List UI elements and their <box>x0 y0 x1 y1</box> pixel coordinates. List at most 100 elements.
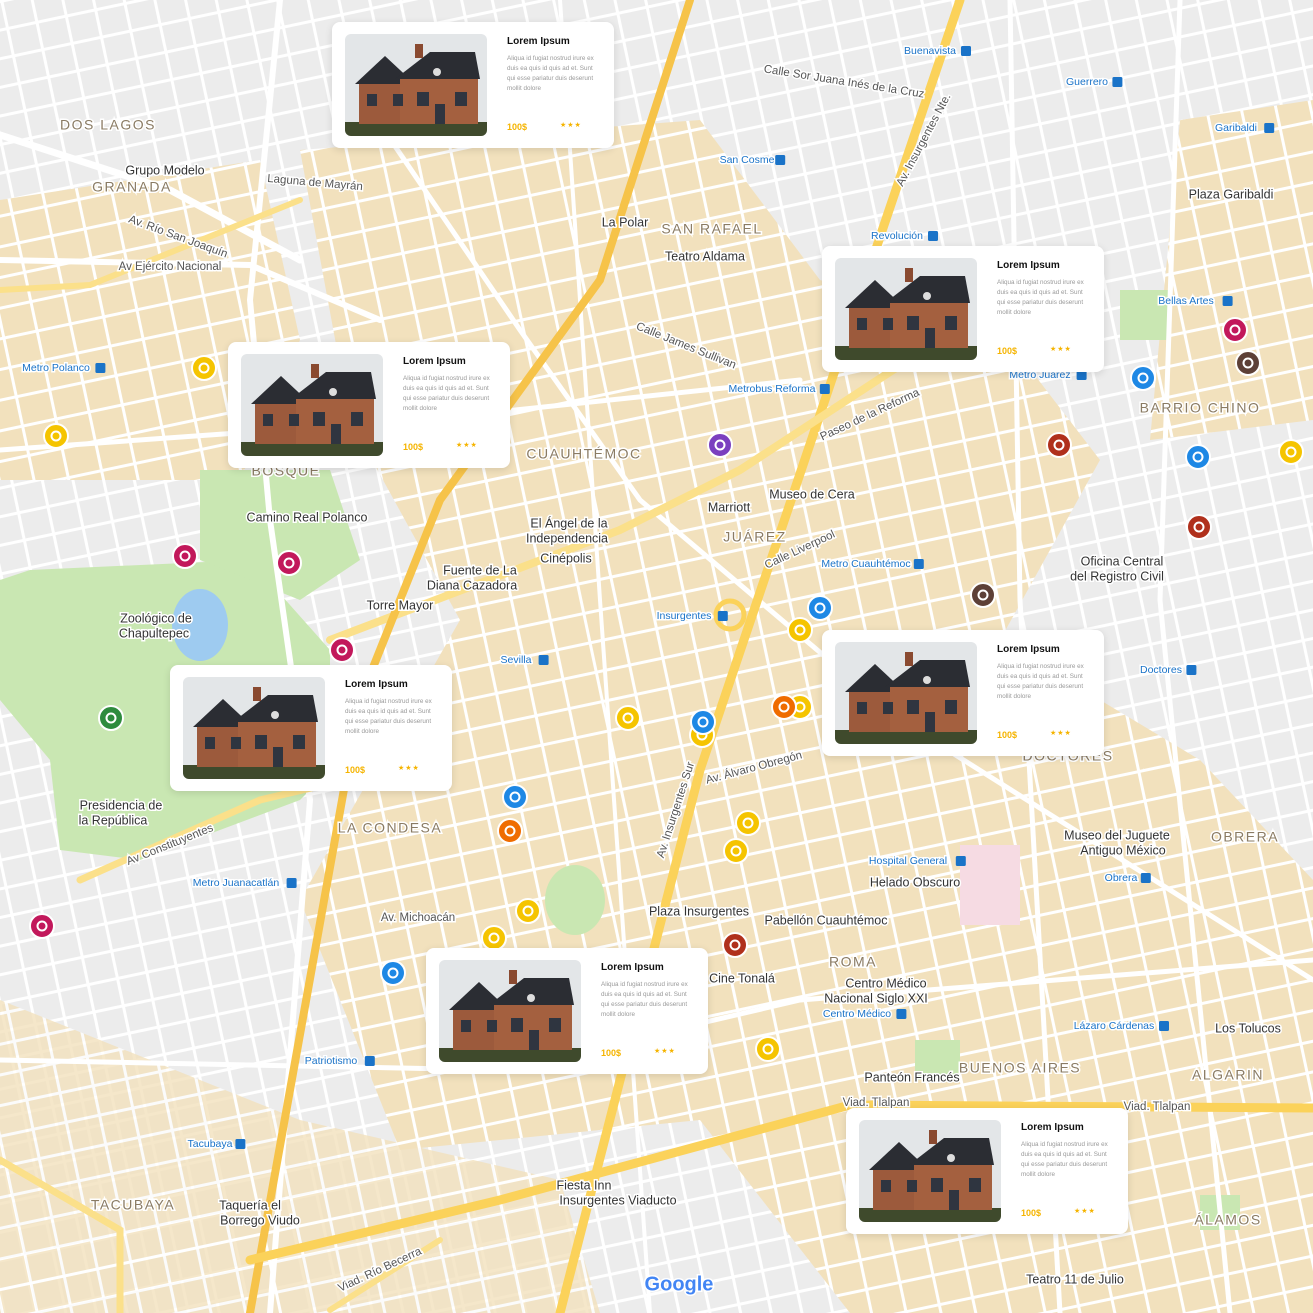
listing-card[interactable]: Lorem Ipsum Aliqua id fugiat nostrud irur… <box>822 246 1104 372</box>
poi-marker <box>707 432 733 458</box>
poi-marker <box>1222 317 1248 343</box>
poi-icon <box>504 825 516 837</box>
poi-marker <box>1186 514 1212 540</box>
listing-card[interactable]: Lorem Ipsum Aliqua id fugiat nostrud irur… <box>822 630 1104 756</box>
metro-icon <box>819 384 830 394</box>
card-image <box>241 354 383 456</box>
listing-card[interactable]: Lorem Ipsum Aliqua id fugiat nostrud irur… <box>426 948 708 1074</box>
street-label: Av. Michoacán <box>381 912 455 924</box>
listing-card[interactable]: Lorem Ipsum Aliqua id fugiat nostrud irur… <box>332 22 614 148</box>
google-logo: Google <box>645 1273 714 1295</box>
street-label: Av Ejército Nacional <box>119 261 222 273</box>
place-label: Torre Mayor <box>367 598 434 612</box>
poi-icon <box>387 967 399 979</box>
card-image <box>345 34 487 136</box>
poi-marker <box>735 810 761 836</box>
poi-marker <box>43 423 69 449</box>
poi-marker <box>1046 432 1072 458</box>
listing-card[interactable]: Lorem Ipsum Aliqua id fugiat nostrud irur… <box>228 342 510 468</box>
poi-icon <box>697 716 709 728</box>
poi-icon <box>1192 451 1204 463</box>
poi-icon <box>762 1043 774 1055</box>
card-title: Lorem Ipsum <box>601 962 664 973</box>
poi-marker <box>98 705 124 731</box>
poi-icon <box>488 932 500 944</box>
metro-label: San Cosme <box>720 154 775 166</box>
poi-icon <box>1193 521 1205 533</box>
house-photo <box>859 1120 1001 1222</box>
poi-marker <box>722 932 748 958</box>
poi-icon <box>105 712 117 724</box>
metro-label: Guerrero <box>1066 76 1108 88</box>
metro-label: Hospital General <box>869 855 947 867</box>
poi-marker <box>1278 439 1304 465</box>
card-price: 100$ <box>507 122 528 132</box>
card-image <box>859 1120 1001 1222</box>
place-label: Borrego Viudo <box>220 1213 300 1227</box>
metro-icon <box>1159 1021 1169 1031</box>
poi-marker <box>380 960 406 986</box>
place-label: Museo de Cera <box>769 487 855 501</box>
card-image <box>439 960 581 1062</box>
neighborhood-label: TACUBAYA <box>91 1197 175 1213</box>
metro-label: Metro Cuauhtémoc <box>821 558 910 570</box>
neighborhood-label: BUENOS AIRES <box>959 1060 1081 1076</box>
card-rating: ★★★ <box>1050 730 1072 737</box>
card-rating: ★★★ <box>654 1048 676 1055</box>
metro-label: Revolución <box>871 230 923 242</box>
poi-marker <box>515 898 541 924</box>
neighborhood-label: JUÁREZ <box>723 529 786 545</box>
card-price: 100$ <box>997 346 1018 356</box>
place-label: Museo del Juguete <box>1064 828 1170 842</box>
card-text: Aliqua id fugiat nostrud irure ex duis e… <box>601 981 688 1018</box>
place-label: Cine Tonalá <box>709 971 775 985</box>
poi-marker <box>1235 350 1261 376</box>
metro-label: Obrera <box>1105 872 1138 884</box>
house-photo <box>835 642 977 744</box>
card-title: Lorem Ipsum <box>1021 1122 1084 1133</box>
poi-icon <box>1285 446 1297 458</box>
poi-icon <box>1137 372 1149 384</box>
card-rating: ★★★ <box>456 442 478 449</box>
place-label: Presidencia de <box>80 798 163 812</box>
card-text: Aliqua id fugiat nostrud irure ex duis e… <box>403 375 490 412</box>
listing-card[interactable]: Lorem Ipsum Aliqua id fugiat nostrud irur… <box>170 665 452 791</box>
poi-icon <box>522 905 534 917</box>
place-label: Grupo Modelo <box>125 163 204 177</box>
poi-marker <box>690 709 716 735</box>
house-photo <box>439 960 581 1062</box>
metro-icon <box>913 559 924 569</box>
metro-icon <box>961 46 971 56</box>
poi-icon <box>336 644 348 656</box>
neighborhood-label: CUAUHTÉMOC <box>526 446 641 462</box>
poi-icon <box>509 791 521 803</box>
card-title: Lorem Ipsum <box>403 356 466 367</box>
card-price: 100$ <box>601 1048 622 1058</box>
metro-label: Tacubaya <box>188 1138 233 1150</box>
metro-label: Metro Polanco <box>22 362 90 374</box>
metro-icon <box>1076 370 1087 380</box>
place-label: Centro Médico <box>845 976 926 990</box>
metro-label: Patriotismo <box>305 1055 358 1067</box>
poi-icon <box>977 589 989 601</box>
metro-label: Insurgentes <box>657 610 712 622</box>
place-label: Fuente de La <box>443 563 517 577</box>
metro-icon <box>896 1009 907 1019</box>
neighborhood-label: ROMA <box>829 954 877 970</box>
poi-icon <box>1229 324 1241 336</box>
place-label: Insurgentes Viaducto <box>559 1193 676 1207</box>
poi-marker <box>723 838 749 864</box>
poi-icon <box>283 557 295 569</box>
place-label: Los Tolucos <box>1215 1021 1281 1035</box>
listing-card[interactable]: Lorem Ipsum Aliqua id fugiat nostrud irur… <box>846 1108 1128 1234</box>
place-label: Cinépolis <box>540 551 591 565</box>
place-label: Teatro Aldama <box>665 249 745 263</box>
metro-label: Doctores <box>1140 664 1182 676</box>
poi-icon <box>794 624 806 636</box>
metro-icon <box>717 611 728 621</box>
poi-icon <box>622 712 634 724</box>
poi-icon <box>730 845 742 857</box>
poi-marker <box>502 784 528 810</box>
